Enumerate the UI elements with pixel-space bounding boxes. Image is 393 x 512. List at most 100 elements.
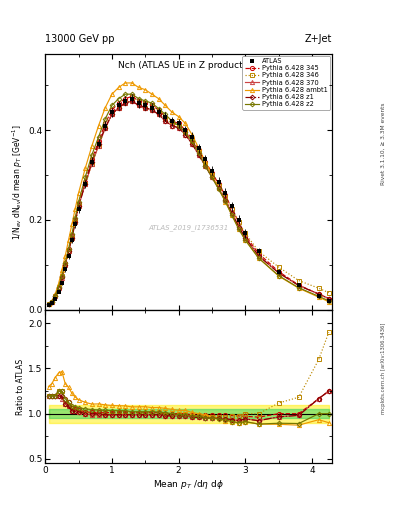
ATLAS [53, 295, 57, 302]
Pythia 6.428 z2 [63, 260, 68, 266]
Pythia 6.428 z1 [63, 262, 68, 268]
Pythia 6.428 370 [50, 298, 54, 305]
Pythia 6.428 370 [136, 102, 141, 109]
Pythia 6.428 345 [90, 156, 94, 162]
Pythia 6.428 ambt1 [256, 255, 261, 261]
Pythia 6.428 345 [83, 179, 88, 185]
Pythia 6.428 z2 [103, 116, 108, 122]
Pythia 6.428 345 [130, 93, 134, 99]
ATLAS [83, 181, 88, 187]
Pythia 6.428 346 [50, 298, 54, 305]
Pythia 6.428 346 [123, 100, 128, 106]
Pythia 6.428 z1 [163, 118, 168, 124]
Pythia 6.428 ambt1 [203, 159, 208, 165]
Line: Pythia 6.428 370: Pythia 6.428 370 [46, 99, 331, 307]
Pythia 6.428 370 [130, 98, 134, 104]
Pythia 6.428 ambt1 [216, 185, 221, 191]
ATLAS [196, 145, 201, 151]
Pythia 6.428 z1 [327, 295, 331, 302]
Pythia 6.428 346 [327, 290, 331, 296]
Line: Pythia 6.428 ambt1: Pythia 6.428 ambt1 [46, 81, 331, 306]
Pythia 6.428 346 [236, 219, 241, 225]
Pythia 6.428 z2 [73, 215, 77, 221]
Pythia 6.428 370 [176, 125, 181, 131]
Pythia 6.428 346 [223, 195, 228, 201]
Pythia 6.428 z1 [76, 203, 81, 209]
Pythia 6.428 z1 [96, 140, 101, 146]
Pythia 6.428 z1 [83, 181, 88, 187]
ATLAS [116, 102, 121, 109]
Pythia 6.428 346 [189, 138, 194, 144]
Pythia 6.428 345 [59, 273, 64, 279]
Pythia 6.428 346 [136, 102, 141, 109]
Y-axis label: 1/N$_{ev}$ dN$_{ev}$/d mean $p_T$ [GeV$^{-1}$]: 1/N$_{ev}$ dN$_{ev}$/d mean $p_T$ [GeV$^… [11, 124, 25, 240]
Pythia 6.428 370 [296, 283, 301, 289]
Pythia 6.428 z1 [216, 185, 221, 191]
Pythia 6.428 346 [103, 125, 108, 131]
ATLAS [50, 300, 54, 306]
Pythia 6.428 z2 [209, 174, 214, 180]
Pythia 6.428 345 [56, 284, 61, 290]
ATLAS [63, 266, 68, 272]
Pythia 6.428 z2 [243, 237, 248, 243]
Pythia 6.428 345 [243, 232, 248, 239]
ATLAS [183, 127, 188, 133]
Pythia 6.428 346 [59, 273, 64, 279]
ATLAS [59, 280, 64, 286]
ATLAS [136, 100, 141, 106]
Pythia 6.428 370 [230, 210, 234, 216]
Pythia 6.428 370 [216, 185, 221, 191]
ATLAS [123, 98, 128, 104]
Pythia 6.428 ambt1 [243, 237, 248, 243]
Pythia 6.428 345 [327, 295, 331, 302]
Pythia 6.428 346 [96, 143, 101, 149]
Pythia 6.428 346 [116, 104, 121, 111]
Pythia 6.428 346 [209, 172, 214, 178]
Pythia 6.428 ambt1 [143, 87, 148, 93]
Pythia 6.428 346 [143, 104, 148, 111]
Pythia 6.428 345 [110, 107, 114, 113]
Pythia 6.428 345 [189, 136, 194, 142]
ATLAS [163, 114, 168, 120]
Pythia 6.428 ambt1 [73, 206, 77, 212]
Pythia 6.428 z1 [103, 125, 108, 131]
X-axis label: Mean $p_T$ /d$\eta$ d$\phi$: Mean $p_T$ /d$\eta$ d$\phi$ [153, 478, 224, 491]
Pythia 6.428 345 [70, 232, 74, 239]
Pythia 6.428 ambt1 [209, 172, 214, 178]
Pythia 6.428 z2 [59, 273, 64, 279]
Pythia 6.428 345 [196, 147, 201, 154]
Pythia 6.428 z2 [230, 212, 234, 219]
Pythia 6.428 345 [150, 102, 154, 109]
Pythia 6.428 ambt1 [50, 297, 54, 304]
Pythia 6.428 z2 [276, 272, 281, 279]
Pythia 6.428 345 [223, 192, 228, 198]
Legend: ATLAS, Pythia 6.428 345, Pythia 6.428 346, Pythia 6.428 370, Pythia 6.428 ambt1,: ATLAS, Pythia 6.428 345, Pythia 6.428 34… [242, 56, 330, 110]
Text: 13000 GeV pp: 13000 GeV pp [45, 33, 115, 44]
Pythia 6.428 z2 [223, 198, 228, 204]
Pythia 6.428 ambt1 [123, 80, 128, 86]
Pythia 6.428 z2 [189, 138, 194, 144]
Pythia 6.428 z2 [83, 174, 88, 180]
Pythia 6.428 z2 [203, 163, 208, 169]
ATLAS [256, 248, 261, 254]
Pythia 6.428 370 [46, 301, 51, 307]
ATLAS [143, 102, 148, 109]
Pythia 6.428 345 [170, 118, 174, 124]
Pythia 6.428 z1 [316, 291, 321, 297]
Pythia 6.428 z1 [256, 253, 261, 259]
Pythia 6.428 345 [66, 246, 71, 252]
Pythia 6.428 345 [163, 114, 168, 120]
Pythia 6.428 ambt1 [196, 145, 201, 151]
Pythia 6.428 370 [276, 270, 281, 276]
ATLAS [296, 282, 301, 288]
Line: ATLAS: ATLAS [46, 96, 331, 308]
Pythia 6.428 z2 [46, 301, 51, 307]
ATLAS [70, 237, 74, 243]
Pythia 6.428 346 [46, 301, 51, 307]
Line: Pythia 6.428 z1: Pythia 6.428 z1 [47, 99, 331, 306]
Pythia 6.428 370 [123, 100, 128, 106]
Line: Pythia 6.428 345: Pythia 6.428 345 [46, 94, 331, 307]
Pythia 6.428 z2 [183, 130, 188, 136]
Pythia 6.428 z1 [230, 210, 234, 216]
Text: Nch (ATLAS UE in Z production): Nch (ATLAS UE in Z production) [118, 61, 260, 71]
